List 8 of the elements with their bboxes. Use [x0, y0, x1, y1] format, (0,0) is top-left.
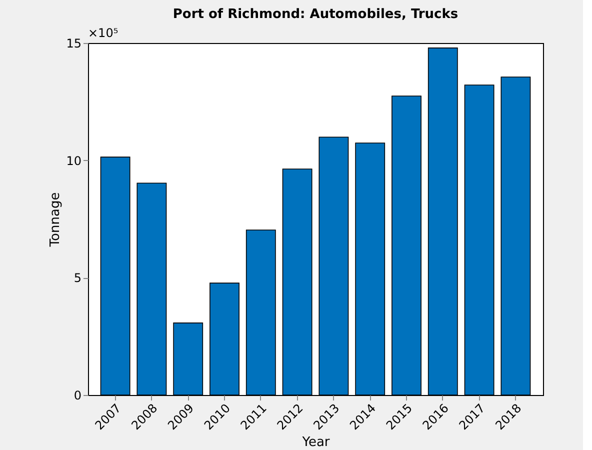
text: ×10⁵	[88, 26, 118, 40]
y-axis-title: Tonnage	[48, 192, 64, 248]
chart-title: Port of Richmond: Automobiles, Trucks	[172, 7, 458, 22]
y-tick-label: 15	[66, 36, 82, 50]
y-tick-label: 10	[66, 154, 82, 168]
y-tick-label: 5	[74, 271, 82, 286]
x-axis-title: Year	[301, 434, 330, 450]
y-tick-label: 0	[74, 388, 82, 402]
